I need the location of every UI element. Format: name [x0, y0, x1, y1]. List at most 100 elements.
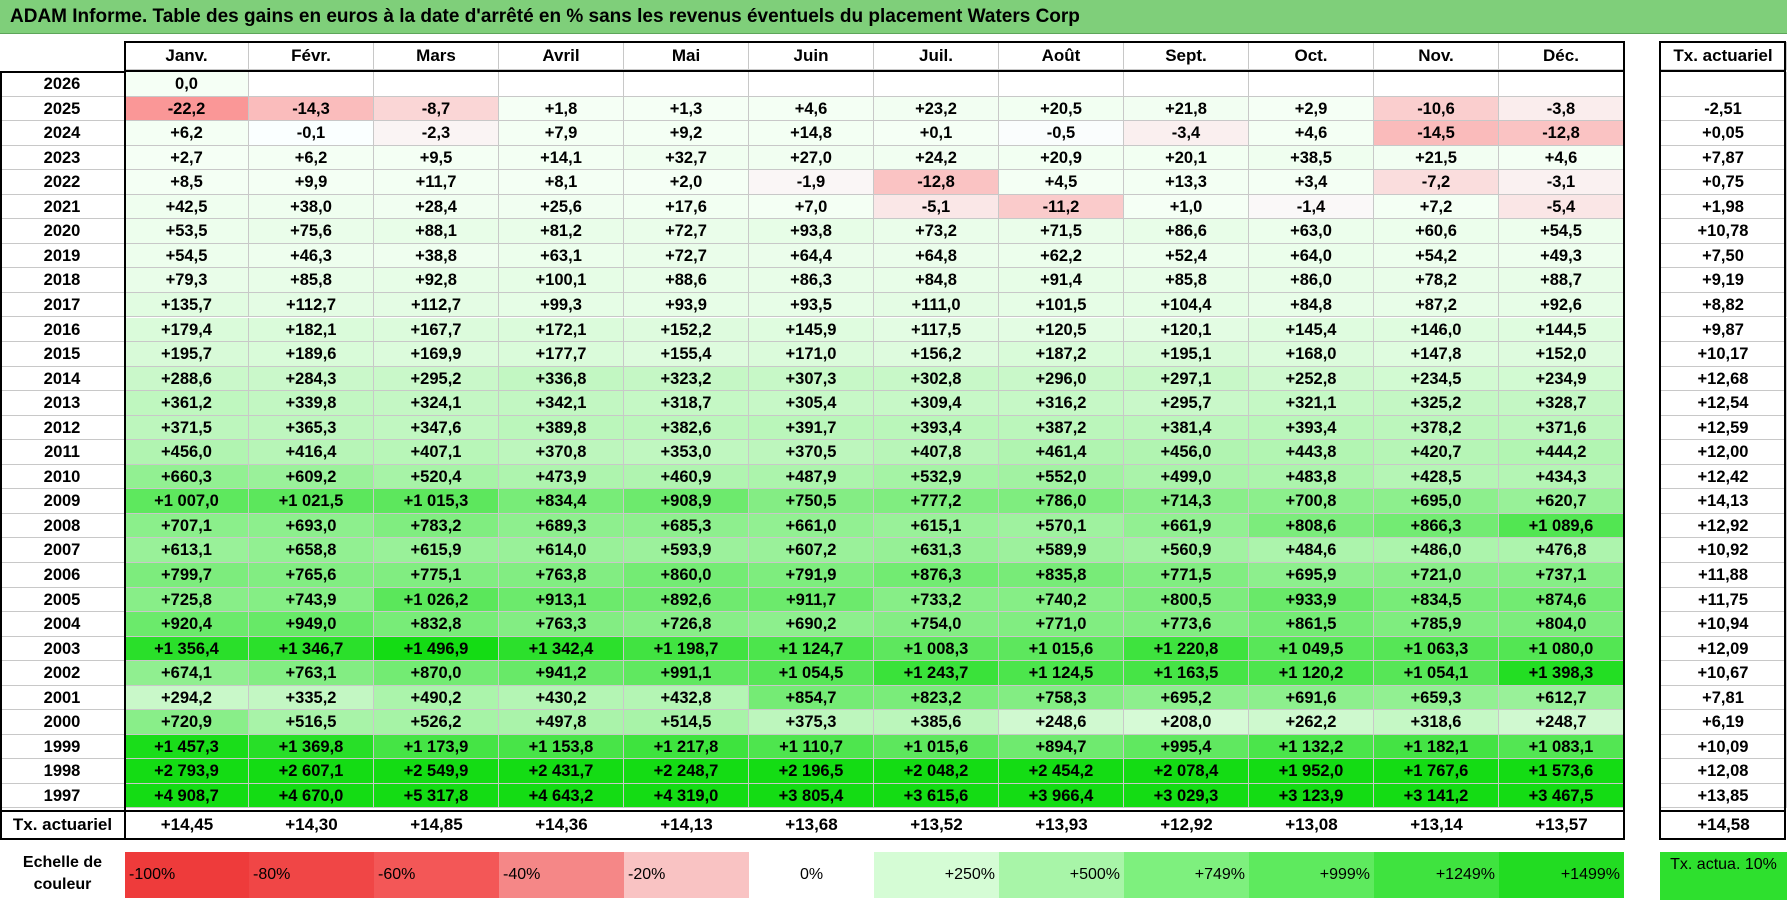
gain-cell: +27,0 — [749, 145, 874, 171]
gain-cell: +763,8 — [499, 563, 624, 588]
gain-cell: +614,0 — [499, 538, 624, 563]
gain-cell: +443,8 — [1249, 440, 1374, 465]
gain-cell: +695,0 — [1374, 489, 1499, 514]
footer-label: Tx. actuariel — [12, 814, 113, 834]
gain-cell: +347,6 — [374, 415, 499, 441]
gain-cell — [1249, 72, 1374, 97]
color-scale-swatch: -100% — [125, 852, 249, 898]
tx-actuariel-value: +10,67 — [1660, 661, 1787, 686]
gain-cell: +86,3 — [749, 268, 874, 293]
gain-cell: +589,9 — [999, 538, 1124, 563]
gain-cell: -0,1 — [249, 121, 374, 146]
gain-cell: +514,5 — [624, 710, 749, 735]
gain-cell: +754,0 — [874, 612, 999, 637]
gain-cell: -7,2 — [1374, 170, 1499, 195]
gain-cell: +20,1 — [1124, 145, 1249, 171]
gain-cell: +1,3 — [624, 96, 749, 122]
gain-cell: +38,5 — [1249, 145, 1374, 171]
gain-cell: +20,5 — [999, 96, 1124, 122]
gain-cell: -0,5 — [999, 121, 1124, 146]
gain-cell: +1 342,4 — [499, 636, 624, 662]
gain-cell: +714,3 — [1124, 489, 1249, 514]
gain-cell: +391,7 — [749, 415, 874, 441]
gain-cell: +3 615,6 — [874, 783, 999, 809]
gain-cell: +487,9 — [749, 464, 874, 490]
year-label: 2020 — [0, 219, 125, 244]
gain-cell: +64,4 — [749, 243, 874, 269]
gain-cell: +14,1 — [499, 145, 624, 171]
tx-actuariel-value: +0,05 — [1660, 121, 1787, 146]
gain-cell: +2,9 — [1249, 96, 1374, 122]
gain-cell: +195,1 — [1124, 342, 1249, 367]
gain-cell: +3 029,3 — [1124, 783, 1249, 809]
gain-cell: +93,9 — [624, 292, 749, 318]
legend-label: Echelle de couleur — [22, 854, 103, 893]
gain-cell: +328,7 — [1499, 391, 1624, 416]
gain-cell: +691,6 — [1249, 685, 1374, 711]
tx-actuariel-value: +10,09 — [1660, 734, 1787, 760]
gain-cell: +53,5 — [125, 219, 249, 244]
gain-cell: +88,6 — [624, 268, 749, 293]
gain-cell: +7,0 — [749, 194, 874, 220]
gain-cell: +1,8 — [499, 96, 624, 122]
gain-cell: +294,2 — [125, 685, 249, 711]
tx-actuariel-value: +11,75 — [1660, 587, 1787, 613]
gain-cell: +146,0 — [1374, 317, 1499, 343]
gain-cell: +295,7 — [1124, 391, 1249, 416]
gain-cell: +64,0 — [1249, 243, 1374, 269]
tx-actuariel-value: +10,94 — [1660, 612, 1787, 637]
tx-actuariel-header: Tx. actuariel — [1660, 42, 1787, 70]
gain-cell: +785,9 — [1374, 612, 1499, 637]
gain-cell: +499,0 — [1124, 464, 1249, 490]
gain-cell: +659,3 — [1374, 685, 1499, 711]
gain-cell: +1 049,5 — [1249, 636, 1374, 662]
gain-cell: +834,4 — [499, 489, 624, 514]
gain-cell: +700,8 — [1249, 489, 1374, 514]
gain-cell: +1 089,6 — [1499, 513, 1624, 539]
color-scale-swatch: -40% — [499, 852, 624, 898]
gain-cell: +486,0 — [1374, 538, 1499, 563]
gain-cell: +991,1 — [624, 661, 749, 686]
gain-cell: +516,5 — [249, 710, 374, 735]
color-scale-swatch: +999% — [1249, 852, 1374, 898]
gain-cell: +11,7 — [374, 170, 499, 195]
gain-cell: +874,6 — [1499, 587, 1624, 613]
gain-cell: +86,6 — [1124, 219, 1249, 244]
footer-rate: +14,45 — [160, 814, 214, 834]
month-header: Oct. — [1249, 42, 1374, 70]
month-header: Déc. — [1499, 42, 1624, 70]
gain-cell: +318,7 — [624, 391, 749, 416]
gain-cell: +62,2 — [999, 243, 1124, 269]
gain-cell: +321,1 — [1249, 391, 1374, 416]
gain-cell: +79,3 — [125, 268, 249, 293]
gain-cell: +4,6 — [1499, 145, 1624, 171]
gain-cell: +933,9 — [1249, 587, 1374, 613]
gain-cell: +365,3 — [249, 415, 374, 441]
gain-cell: +385,6 — [874, 710, 999, 735]
gain-cell: +92,6 — [1499, 292, 1624, 318]
gain-cell: +870,0 — [374, 661, 499, 686]
year-label: 2021 — [0, 194, 125, 220]
gain-cell: +8,1 — [499, 170, 624, 195]
gain-cell: +324,1 — [374, 391, 499, 416]
gain-cell: +72,7 — [624, 243, 749, 269]
gain-cell: +786,0 — [999, 489, 1124, 514]
gain-cell: +771,0 — [999, 612, 1124, 637]
gain-cell: -3,8 — [1499, 96, 1624, 122]
gain-cell: +9,9 — [249, 170, 374, 195]
gain-cell: +145,4 — [1249, 317, 1374, 343]
gain-cell: +832,8 — [374, 612, 499, 637]
gain-cell: -5,4 — [1499, 194, 1624, 220]
gain-cell: -5,1 — [874, 194, 999, 220]
gain-cell: +876,3 — [874, 563, 999, 588]
gain-cell: +777,2 — [874, 489, 999, 514]
gain-cell: +615,1 — [874, 513, 999, 539]
gain-cell: +1 124,5 — [999, 661, 1124, 686]
gain-cell: +737,1 — [1499, 563, 1624, 588]
gain-cell: +28,4 — [374, 194, 499, 220]
gain-cell: +339,8 — [249, 391, 374, 416]
gain-cell: +168,0 — [1249, 342, 1374, 367]
gain-cell: +152,0 — [1499, 342, 1624, 367]
gain-cell: +835,8 — [999, 563, 1124, 588]
month-header: Août — [999, 42, 1124, 70]
